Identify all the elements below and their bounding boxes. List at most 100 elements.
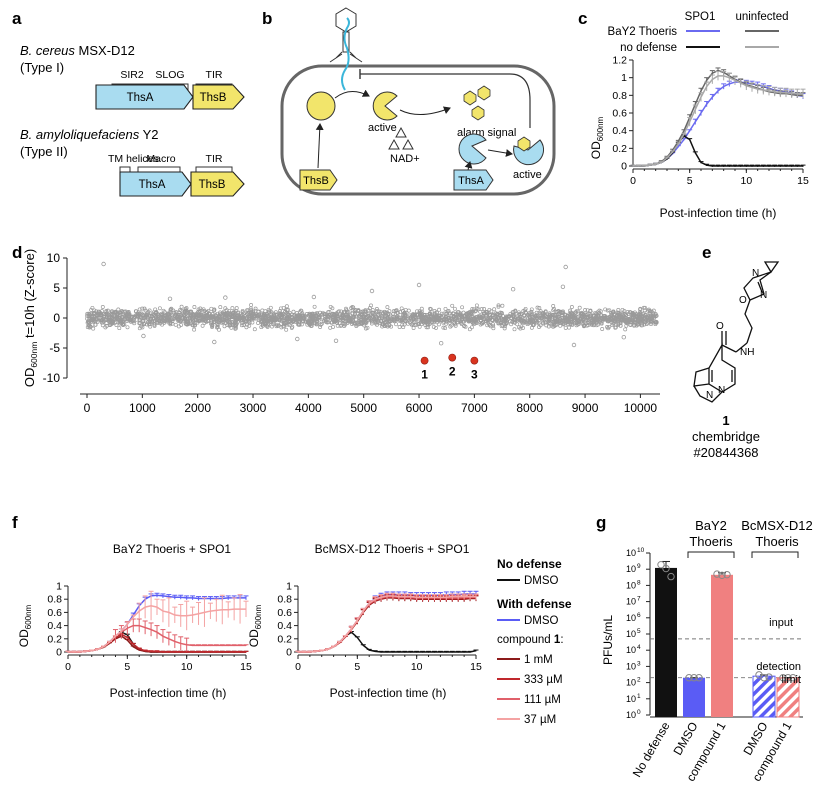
screen-point (356, 315, 361, 320)
screen-point (219, 320, 224, 325)
x-category-label: DMSO (670, 720, 700, 758)
screen-point (628, 316, 633, 321)
screen-point (370, 315, 375, 320)
hit-label: 2 (449, 365, 456, 379)
screen-point (137, 326, 142, 331)
x-tick-label: 15 (797, 175, 809, 187)
screen-point (433, 318, 438, 323)
screen-point (411, 326, 416, 330)
screen-point (109, 320, 114, 325)
screen-point (170, 321, 175, 326)
screen-point (227, 317, 231, 322)
screen-point (570, 321, 575, 326)
screen-point (459, 322, 464, 326)
y-tick-exponent: 4 (637, 644, 641, 651)
screen-point (205, 318, 210, 323)
screen-point (353, 308, 358, 313)
screen-point (638, 311, 643, 316)
screen-point (409, 322, 414, 327)
x-tick-label: 9000 (572, 401, 599, 415)
screen-point (273, 310, 278, 315)
active-label-2: active (513, 169, 542, 181)
screen-point (182, 315, 187, 320)
screen-point (302, 315, 307, 320)
screen-point (227, 308, 232, 313)
screen-point (394, 322, 399, 327)
screen-point (470, 307, 475, 311)
screen-point (87, 325, 92, 330)
screen-point (315, 322, 319, 327)
screen-point (176, 324, 181, 329)
screen-point (399, 317, 404, 322)
screen-point (221, 309, 226, 314)
replicate-point (667, 572, 675, 581)
f-title-right: BcMSX-D12 Thoeris + SPO1 (315, 542, 470, 556)
y-tick-exponent: 7 (637, 596, 641, 603)
screen-point (496, 304, 501, 309)
screen-point (315, 311, 320, 316)
screen-point (516, 316, 521, 321)
screen-point (138, 320, 142, 325)
screen-point (650, 319, 655, 324)
screen-point (516, 310, 521, 315)
screen-point (385, 305, 390, 310)
screen-point (188, 312, 193, 317)
screen-point (279, 321, 284, 326)
screen-point (125, 325, 130, 330)
hit-point (420, 356, 429, 365)
screen-point (119, 321, 124, 326)
screen-point (117, 326, 122, 331)
series-line (633, 81, 804, 167)
screen-point (629, 320, 634, 325)
screen-point (153, 307, 158, 312)
screen-point (198, 309, 202, 314)
screen-point (610, 323, 615, 328)
screen-point (85, 325, 90, 330)
screen-point (451, 311, 456, 316)
org1-thsa-label: ThsA (127, 92, 154, 104)
screen-point (624, 323, 629, 328)
series-line (298, 593, 476, 653)
screen-point (201, 317, 206, 322)
screen-point (418, 315, 423, 320)
screen-point (415, 321, 420, 326)
screen-point (583, 308, 588, 312)
screen-point (91, 317, 96, 322)
screen-point (601, 316, 606, 321)
screen-point (269, 310, 274, 315)
legend-conc-111: 111 µM (524, 694, 561, 706)
screen-point (214, 314, 219, 319)
screen-point (277, 318, 282, 323)
screen-point (251, 314, 256, 319)
screen-point (444, 319, 449, 324)
x-tick-label: 5 (354, 661, 360, 673)
screen-point (504, 316, 509, 321)
screen-point (424, 325, 429, 330)
screen-point (434, 325, 438, 330)
screen-point (160, 317, 165, 322)
f-title-left: BaY2 Thoeris + SPO1 (113, 542, 232, 556)
screen-point (640, 315, 645, 320)
screen-outlier (560, 284, 566, 289)
screen-point (212, 307, 217, 312)
plot-d: -10 -5 0 5 10 0 1000 2000 3000 4000 5000 6000 7000 80… (43, 251, 660, 415)
screen-point (165, 311, 170, 316)
screen-point (444, 321, 449, 326)
screen-point (285, 307, 290, 312)
screen-outlier (571, 342, 577, 348)
screen-point (543, 313, 548, 318)
screen-point (284, 327, 289, 332)
legend-nodef-dmso: DMSO (524, 575, 559, 587)
screen-point (215, 325, 219, 330)
screen-outlier (141, 333, 146, 339)
panel-g: g BaY2 Thoeris BcMSX-D12 Thoeris 10 010 11… (596, 513, 813, 784)
legend-col-spo1: SPO1 (685, 11, 716, 23)
screen-point (361, 317, 366, 322)
screen-point (444, 312, 448, 316)
screen-point (284, 316, 289, 321)
x-tick-label: 0 (65, 661, 71, 673)
screen-point (110, 309, 114, 314)
screen-point (512, 327, 517, 332)
screen-point (279, 325, 284, 330)
org1-domain-slog: SLOG (155, 69, 184, 81)
